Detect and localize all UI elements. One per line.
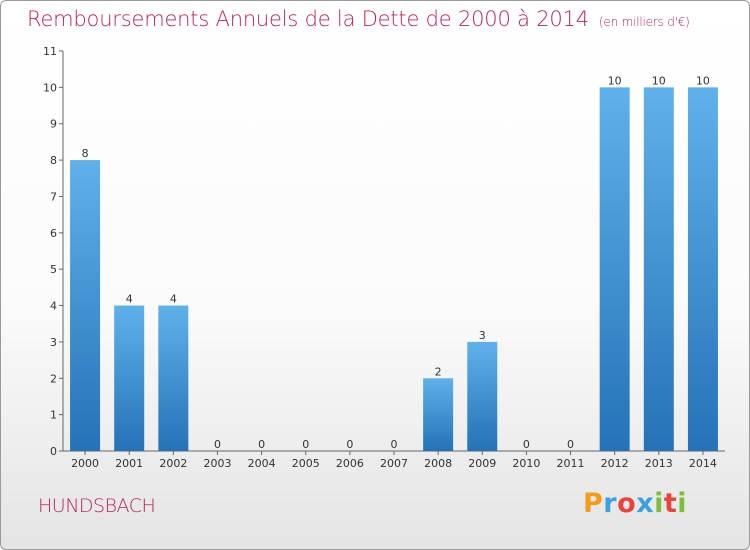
logo-letter: i bbox=[654, 488, 664, 519]
y-tick-label: 5 bbox=[50, 263, 57, 276]
y-tick-label: 0 bbox=[50, 445, 57, 458]
logo-letter: r bbox=[603, 488, 618, 519]
bar-value-label: 3 bbox=[479, 329, 486, 342]
y-tick-label: 9 bbox=[50, 118, 57, 131]
x-tick-label: 2012 bbox=[601, 457, 629, 470]
bar-value-label: 0 bbox=[258, 438, 265, 451]
x-tick-label: 2014 bbox=[689, 457, 717, 470]
x-tick-label: 2007 bbox=[380, 457, 408, 470]
bar bbox=[158, 305, 189, 451]
bar bbox=[423, 378, 454, 451]
x-tick-label: 2004 bbox=[248, 457, 276, 470]
y-tick-label: 1 bbox=[50, 409, 57, 422]
x-tick-label: 2002 bbox=[159, 457, 187, 470]
y-tick-label: 10 bbox=[43, 81, 57, 94]
bar-value-label: 0 bbox=[567, 438, 574, 451]
x-tick-label: 2008 bbox=[424, 457, 452, 470]
bar bbox=[70, 160, 101, 451]
x-tick-label: 2011 bbox=[557, 457, 585, 470]
bar-value-label: 10 bbox=[652, 74, 666, 87]
bar-value-label: 10 bbox=[696, 74, 710, 87]
proxiti-logo[interactable]: Proxiti bbox=[583, 488, 687, 519]
x-tick-label: 2000 bbox=[71, 457, 99, 470]
bar-value-label: 0 bbox=[346, 438, 353, 451]
x-tick-label: 2010 bbox=[512, 457, 540, 470]
bar bbox=[467, 341, 498, 451]
bar bbox=[687, 87, 718, 451]
bar bbox=[114, 305, 145, 451]
x-tick-label: 2001 bbox=[115, 457, 143, 470]
y-tick-label: 3 bbox=[50, 336, 57, 349]
x-tick-label: 2006 bbox=[336, 457, 364, 470]
y-tick-label: 2 bbox=[50, 372, 57, 385]
x-tick-label: 2003 bbox=[203, 457, 231, 470]
chart-title: Remboursements Annuels de la Dette de 20… bbox=[27, 7, 690, 31]
bar-value-label: 0 bbox=[302, 438, 309, 451]
logo-letter: i bbox=[677, 488, 688, 519]
y-tick-label: 7 bbox=[50, 190, 57, 203]
y-tick-label: 8 bbox=[50, 154, 57, 167]
bar-value-label: 10 bbox=[608, 74, 622, 87]
bar-value-label: 8 bbox=[82, 147, 89, 160]
logo-letter: t bbox=[663, 488, 678, 519]
chart-bars: 8 4 4 0 0 0 0 0 2 3 0 0 10 10 10 bbox=[70, 74, 718, 451]
x-tick-label: 2009 bbox=[468, 457, 496, 470]
x-tick-label: 2013 bbox=[645, 457, 673, 470]
chart-unit-note: (en milliers d'€) bbox=[598, 15, 690, 29]
bar bbox=[599, 87, 630, 451]
bar-value-label: 0 bbox=[523, 438, 530, 451]
x-tick-label: 2005 bbox=[292, 457, 320, 470]
bar-value-label: 0 bbox=[391, 438, 398, 451]
bar-value-label: 0 bbox=[214, 438, 221, 451]
logo-letter: o bbox=[617, 488, 637, 519]
bar-value-label: 4 bbox=[170, 293, 177, 306]
bar-value-label: 2 bbox=[435, 365, 442, 378]
logo-letter: x bbox=[636, 488, 655, 519]
chart-title-text: Remboursements Annuels de la Dette de 20… bbox=[27, 7, 589, 31]
y-tick-label: 6 bbox=[50, 227, 57, 240]
y-tick-label: 4 bbox=[50, 300, 57, 313]
bar bbox=[643, 87, 674, 451]
bar-value-label: 4 bbox=[126, 293, 133, 306]
commune-name: HUNDSBACH bbox=[38, 495, 156, 517]
logo-letter: P bbox=[583, 488, 604, 519]
y-tick-label: 11 bbox=[43, 45, 57, 58]
